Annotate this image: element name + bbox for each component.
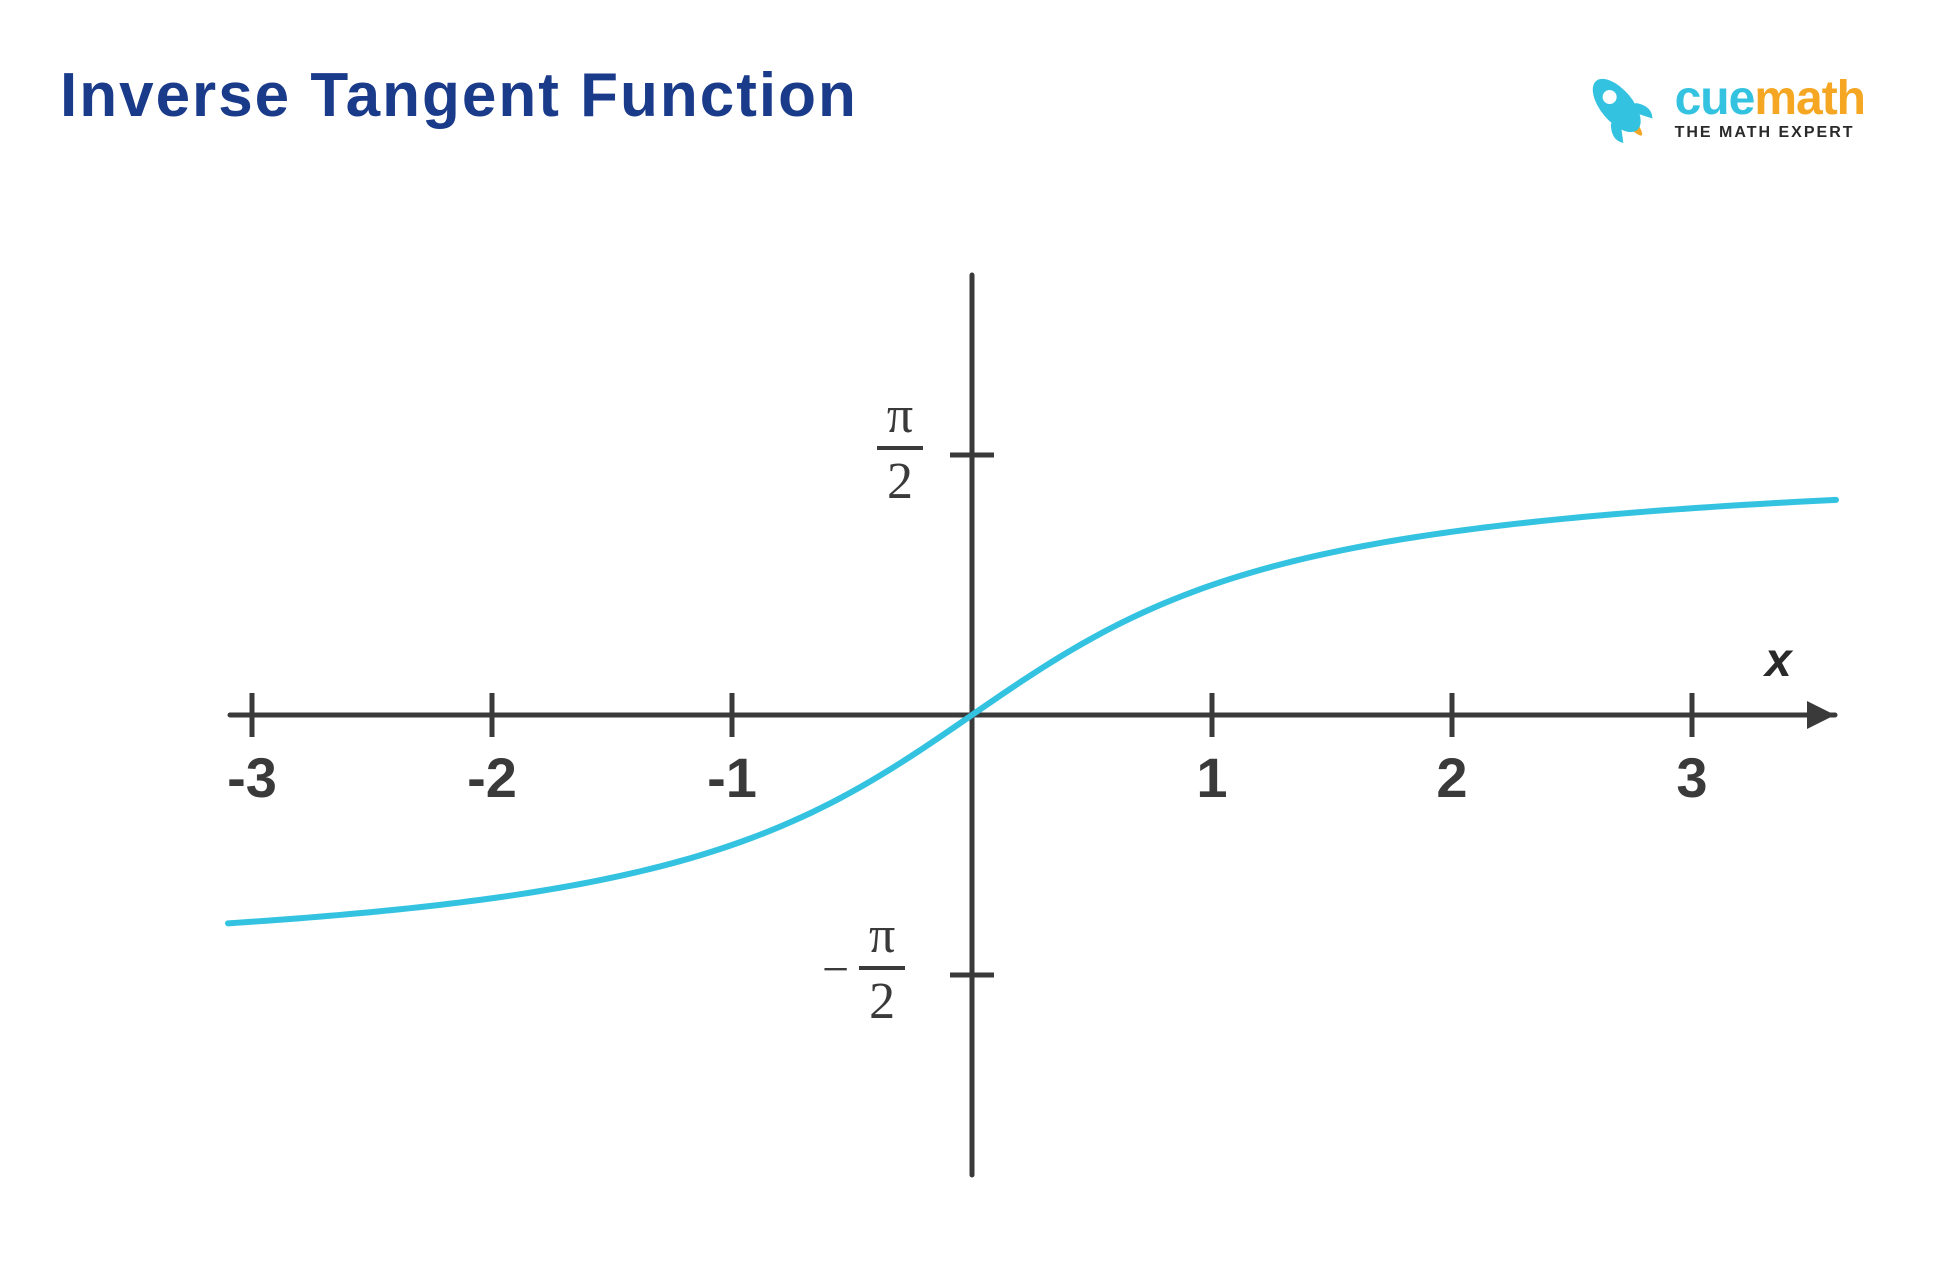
arctan-chart — [0, 0, 1945, 1285]
x-tick-label: -1 — [707, 745, 757, 810]
x-tick-label: 2 — [1436, 745, 1467, 810]
x-axis-label: x — [1765, 633, 1792, 688]
y-tick-neg-pi-over-2: −π2 — [822, 910, 905, 1028]
x-tick-label: -2 — [467, 745, 517, 810]
y-tick-pi-over-2: π2 — [877, 390, 923, 508]
x-tick-label: 1 — [1196, 745, 1227, 810]
x-tick-label: 3 — [1676, 745, 1707, 810]
x-tick-label: -3 — [227, 745, 277, 810]
